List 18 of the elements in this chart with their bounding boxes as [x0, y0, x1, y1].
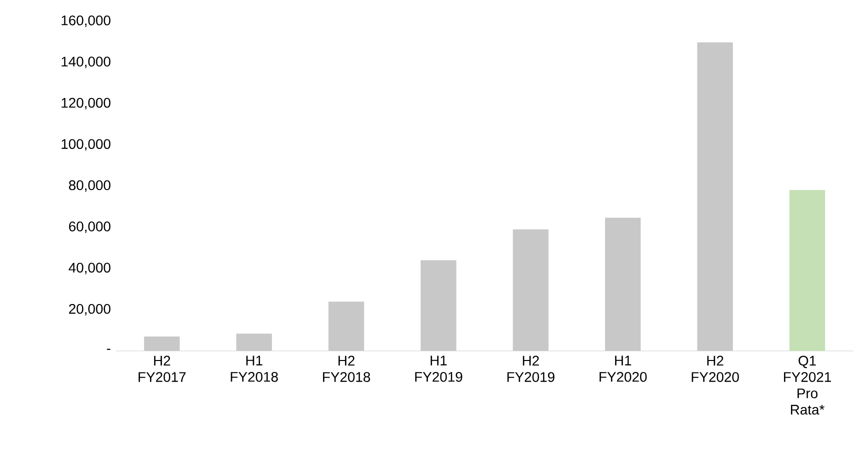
- x-tick-label: H1 FY2020: [600, 356, 647, 382]
- x-tick-label: H1 FY2018: [230, 356, 278, 382]
- y-tick-label: 80,000: [68, 180, 110, 192]
- y-tick-label: -: [106, 349, 110, 350]
- x-tick-label: H2 FY2018: [323, 356, 370, 382]
- y-tick-label: 100,000: [62, 139, 110, 151]
- y-tick-label: 40,000: [68, 262, 110, 274]
- y-tick-label: 140,000: [62, 56, 110, 68]
- x-tick-label: H1 FY2019: [415, 356, 462, 382]
- x-tick-label: H2 FY2019: [507, 356, 554, 382]
- y-tick-label: 20,000: [69, 304, 110, 316]
- x-tick-label: Q1 FY2021 Pro Rata*: [784, 356, 831, 415]
- y-tick-label: 60,000: [69, 222, 110, 234]
- bar: [789, 190, 826, 352]
- x-tick-label: H2 FY2017: [138, 356, 186, 382]
- y-tick-label: 120,000: [62, 98, 110, 110]
- y-tick-label: 160,000: [62, 16, 110, 28]
- x-tick-label: H2 FY2020: [692, 356, 739, 382]
